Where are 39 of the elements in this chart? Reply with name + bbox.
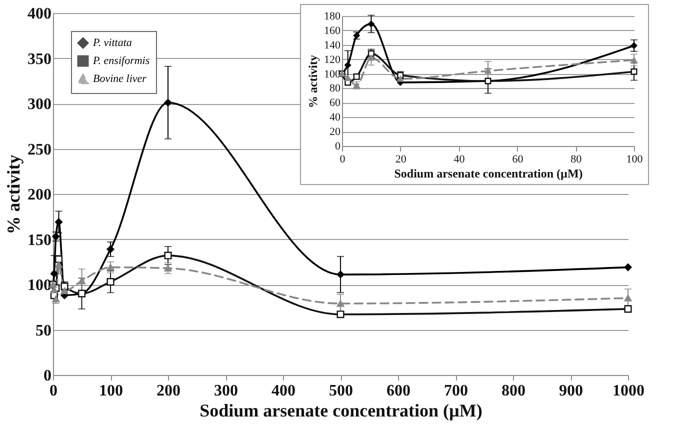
x-tick-label: 400 <box>272 382 296 400</box>
y-tick-label: 300 <box>28 96 52 113</box>
y-tick-label: 180 <box>324 10 341 22</box>
y-tick-label: 250 <box>28 141 52 158</box>
x-tick-label: 100 <box>626 154 644 166</box>
x-tick-label: 200 <box>156 382 180 400</box>
y-tick-label: 350 <box>28 50 52 68</box>
x-tick-label: 700 <box>444 382 468 400</box>
y-tick-label: 60 <box>330 97 341 110</box>
y-tick-label: 0 <box>44 368 52 384</box>
y-axis-title: % activity <box>306 55 320 108</box>
y-tick-label: 120 <box>324 54 341 66</box>
y-tick-label: 40 <box>330 112 341 124</box>
y-tick-label: 200 <box>28 186 52 204</box>
y-axis-title: % activity <box>4 154 24 234</box>
x-tick-label: 80 <box>570 154 582 166</box>
x-tick-label: 800 <box>502 382 526 400</box>
y-tick-label: 0 <box>335 140 341 152</box>
x-tick-label: 300 <box>214 382 238 400</box>
y-tick-label: 400 <box>28 6 52 22</box>
y-tick-label: 80 <box>330 82 341 95</box>
x-axis-title: Sodium arsenate concentration (µM) <box>200 400 482 420</box>
x-tick-label: 40 <box>454 154 466 166</box>
y-tick-label: 150 <box>28 232 52 249</box>
x-tick-label: 60 <box>512 154 524 166</box>
y-tick-label: 140 <box>324 39 341 52</box>
x-tick-label: 600 <box>386 382 410 400</box>
x-tick-label: 500 <box>329 382 353 400</box>
x-tick-label: 100 <box>99 382 123 400</box>
y-tick-label: 20 <box>330 126 341 138</box>
legend-label: P. vittata <box>92 37 132 49</box>
legend-label: Bovine liver <box>93 73 148 85</box>
x-tick-label: 900 <box>559 382 583 400</box>
x-tick-label: 20 <box>395 154 407 166</box>
x-axis-title: Sodium arsenate concentration (µM) <box>394 166 583 180</box>
y-tick-label: 50 <box>36 322 52 340</box>
x-tick-label: 1000 <box>612 382 644 400</box>
legend-label: P. ensiformis <box>92 55 150 67</box>
y-tick-label: 160 <box>324 24 341 37</box>
